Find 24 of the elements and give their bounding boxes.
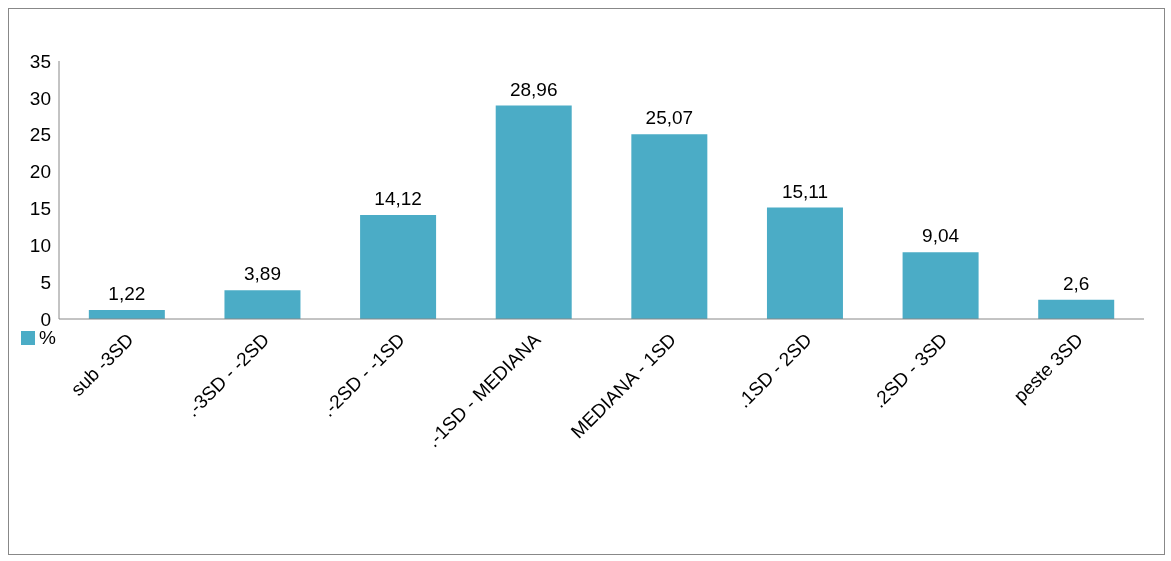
data-label: 25,07	[645, 107, 694, 129]
bar	[360, 214, 437, 319]
bar	[495, 105, 572, 319]
data-label: 28,96	[509, 78, 558, 100]
y-tick-label: 25	[29, 124, 51, 146]
legend-label: %	[38, 327, 56, 349]
data-label: 2,6	[1063, 272, 1090, 294]
bar	[902, 252, 979, 319]
data-label: 3,89	[243, 263, 281, 285]
data-label: 9,04	[922, 225, 960, 247]
bar	[631, 134, 708, 319]
data-label: 15,11	[781, 180, 829, 202]
y-tick-label: 15	[29, 198, 51, 220]
y-tick-label: 20	[29, 161, 51, 183]
y-tick-label: 10	[29, 235, 51, 257]
y-tick-label: 5	[40, 271, 51, 293]
bar	[224, 290, 301, 319]
y-tick-label: 35	[29, 50, 51, 72]
y-tick-label: 0	[40, 308, 51, 330]
bar	[766, 207, 843, 319]
y-tick-label: 30	[29, 87, 51, 109]
data-label: 14,12	[374, 187, 422, 209]
bar	[1038, 299, 1115, 319]
data-label: 1,22	[108, 283, 146, 305]
